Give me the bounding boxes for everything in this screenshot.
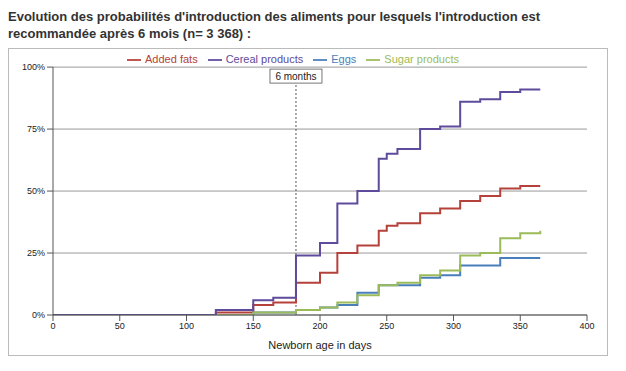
html-text:Added fats: Added fats xyxy=(145,53,198,65)
svg-text:Newborn age in days: Newborn age in days xyxy=(268,339,372,351)
svg-text:0: 0 xyxy=(50,321,55,331)
svg-text:300: 300 xyxy=(446,321,461,331)
svg-text:400: 400 xyxy=(579,321,594,331)
html-text:Eggs: Eggs xyxy=(331,53,357,65)
html-text:Sugar products: Sugar products xyxy=(384,53,459,65)
svg-text:75%: 75% xyxy=(27,124,45,134)
html-text:Evolution des probabilités d'i: Evolution des probabilités d'introductio… xyxy=(8,9,540,41)
svg-text:0%: 0% xyxy=(32,310,45,320)
svg-text:6 months: 6 months xyxy=(275,71,316,82)
svg-text:100%: 100% xyxy=(22,62,45,72)
html-text:Cereal products: Cereal products xyxy=(225,53,304,65)
svg-text:50: 50 xyxy=(115,321,125,331)
svg-text:25%: 25% xyxy=(27,248,45,258)
svg-text:350: 350 xyxy=(513,321,528,331)
svg-text:150: 150 xyxy=(246,321,261,331)
svg-text:250: 250 xyxy=(379,321,394,331)
svg-text:100: 100 xyxy=(179,321,194,331)
svg-text:200: 200 xyxy=(312,321,327,331)
svg-text:50%: 50% xyxy=(27,186,45,196)
